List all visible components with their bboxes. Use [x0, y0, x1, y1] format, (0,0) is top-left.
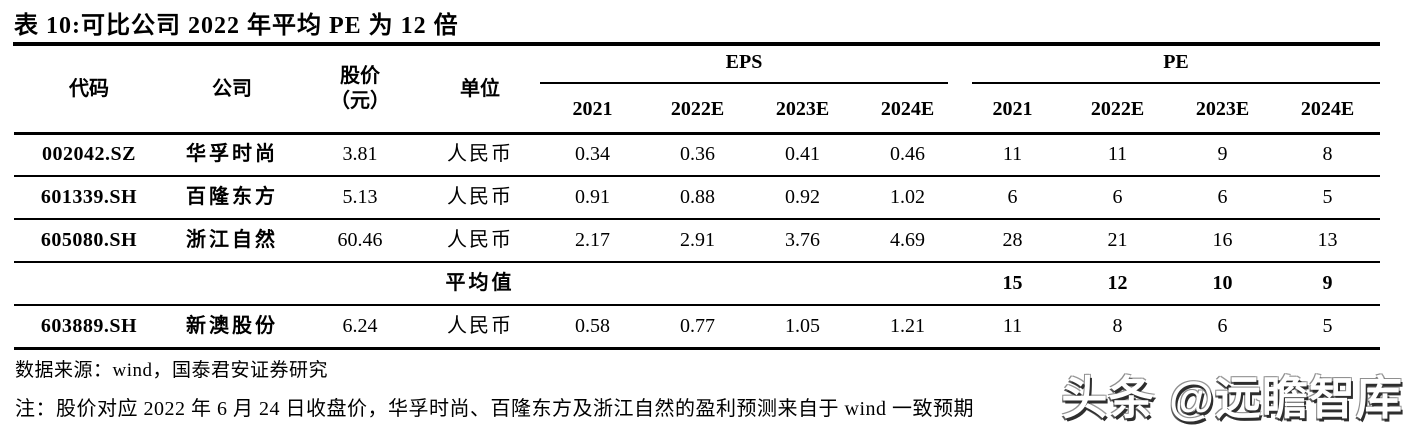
cell-eps-2021: 2.17 [540, 219, 645, 263]
cell-pe-2022e: 8 [1065, 305, 1170, 350]
cell-pe-2024e: 9 [1275, 262, 1380, 306]
cell-eps-2021 [540, 262, 645, 306]
footnote-line: 注：股价对应 2022 年 6 月 24 日收盘价，华孚时尚、百隆东方及浙江自然… [15, 398, 974, 420]
cell-pe-2022e: 12 [1065, 262, 1170, 306]
cell-eps-2022e: 0.36 [645, 133, 750, 177]
table-row-zhejiang: 605080.SH 浙江自然 60.46 人民币 2.17 2.91 3.76 … [14, 219, 1380, 263]
col-header-price: 股价 （元） [300, 47, 420, 135]
cell-code: 601339.SH [14, 176, 164, 220]
cell-eps-2021: 0.34 [540, 133, 645, 177]
header-year-row: 2021 2022E 2023E 2024E 2021 2022E 2023E … [14, 87, 1380, 135]
cell-company: 百隆东方 [164, 176, 300, 220]
header-group-row: 代码 公司 股价 （元） 单位 EPS PE [14, 47, 1380, 135]
table-row-bailong: 601339.SH 百隆东方 5.13 人民币 0.91 0.88 0.92 1… [14, 176, 1380, 220]
cell-unit: 人民币 [420, 219, 540, 263]
cell-pe-2022e: 6 [1065, 176, 1170, 220]
col-header-price-line1: 股价 [340, 65, 380, 88]
cell-eps-2022e: 0.88 [645, 176, 750, 220]
cell-pe-2023e: 16 [1170, 219, 1275, 263]
cell-price: 6.24 [300, 305, 420, 350]
group-header-eps: EPS [540, 47, 960, 87]
cell-unit: 人民币 [420, 176, 540, 220]
cell-eps-2024e: 0.46 [855, 133, 960, 177]
table-row-average: 平均值 15 12 10 9 [14, 262, 1380, 306]
cell-price: 5.13 [300, 176, 420, 220]
col-header-unit: 单位 [420, 47, 540, 135]
cell-pe-2021: 11 [960, 133, 1065, 177]
cell-eps-2022e: 0.77 [645, 305, 750, 350]
cell-pe-2021: 11 [960, 305, 1065, 350]
cell-eps-2021: 0.58 [540, 305, 645, 350]
cell-pe-2023e: 10 [1170, 262, 1275, 306]
cell-pe-2024e: 13 [1275, 219, 1380, 263]
title-divider [13, 42, 1380, 46]
col-header-eps-2024e: 2024E [855, 87, 960, 135]
cell-pe-2024e: 5 [1275, 176, 1380, 220]
group-header-pe: PE [960, 47, 1380, 87]
cell-price: 3.81 [300, 133, 420, 177]
watermark: 头条 @远瞻智库 [1061, 372, 1403, 424]
cell-company: 浙江自然 [164, 219, 300, 263]
cell-code [14, 262, 164, 306]
cell-pe-2022e: 21 [1065, 219, 1170, 263]
cell-eps-2023e: 1.05 [750, 305, 855, 350]
table-header: 代码 公司 股价 （元） 单位 EPS PE 2021 2022E 2023E … [14, 47, 1380, 135]
col-header-pe-2021: 2021 [960, 87, 1065, 135]
cell-pe-2024e: 5 [1275, 305, 1380, 350]
cell-company: 新澳股份 [164, 305, 300, 350]
cell-pe-2023e: 6 [1170, 176, 1275, 220]
col-header-eps-2021: 2021 [540, 87, 645, 135]
cell-eps-2023e: 0.41 [750, 133, 855, 177]
cell-code: 605080.SH [14, 219, 164, 263]
data-source-line: 数据来源：wind，国泰君安证券研究 [15, 360, 329, 381]
cell-eps-2022e: 2.91 [645, 219, 750, 263]
group-header-eps-label: EPS [540, 51, 948, 84]
cell-price: 60.46 [300, 219, 420, 263]
cell-pe-2024e: 8 [1275, 133, 1380, 177]
cell-eps-2024e: 4.69 [855, 219, 960, 263]
col-header-code: 代码 [14, 47, 164, 135]
cell-eps-2024e: 1.02 [855, 176, 960, 220]
cell-eps-2023e: 3.76 [750, 219, 855, 263]
col-header-eps-2023e: 2023E [750, 87, 855, 135]
cell-eps-2021: 0.91 [540, 176, 645, 220]
table-title: 表 10:可比公司 2022 年平均 PE 为 12 倍 [14, 13, 459, 39]
cell-code: 603889.SH [14, 305, 164, 350]
table-body: 002042.SZ 华孚时尚 3.81 人民币 0.34 0.36 0.41 0… [14, 133, 1380, 350]
col-header-eps-2022e: 2022E [645, 87, 750, 135]
col-header-pe-2024e: 2024E [1275, 87, 1380, 135]
cell-company [164, 262, 300, 306]
group-header-pe-label: PE [972, 51, 1380, 84]
col-header-pe-2022e: 2022E [1065, 87, 1170, 135]
cell-unit: 人民币 [420, 305, 540, 350]
cell-eps-2024e [855, 262, 960, 306]
cell-eps-2023e: 0.92 [750, 176, 855, 220]
col-header-company: 公司 [164, 47, 300, 135]
cell-pe-2021: 6 [960, 176, 1065, 220]
cell-eps-2022e [645, 262, 750, 306]
comparable-companies-table: 代码 公司 股价 （元） 单位 EPS PE 2021 2022E 2023E … [14, 47, 1380, 350]
cell-pe-2021: 28 [960, 219, 1065, 263]
cell-price [300, 262, 420, 306]
cell-company: 华孚时尚 [164, 133, 300, 177]
cell-pe-2023e: 9 [1170, 133, 1275, 177]
table-row-huafu: 002042.SZ 华孚时尚 3.81 人民币 0.34 0.36 0.41 0… [14, 133, 1380, 177]
cell-code: 002042.SZ [14, 133, 164, 177]
cell-pe-2022e: 11 [1065, 133, 1170, 177]
col-header-price-line2: （元） [330, 90, 390, 113]
table-row-xinao: 603889.SH 新澳股份 6.24 人民币 0.58 0.77 1.05 1… [14, 305, 1380, 350]
cell-pe-2023e: 6 [1170, 305, 1275, 350]
cell-unit: 人民币 [420, 133, 540, 177]
cell-eps-2024e: 1.21 [855, 305, 960, 350]
col-header-pe-2023e: 2023E [1170, 87, 1275, 135]
cell-pe-2021: 15 [960, 262, 1065, 306]
cell-average-label: 平均值 [420, 262, 540, 306]
cell-eps-2023e [750, 262, 855, 306]
